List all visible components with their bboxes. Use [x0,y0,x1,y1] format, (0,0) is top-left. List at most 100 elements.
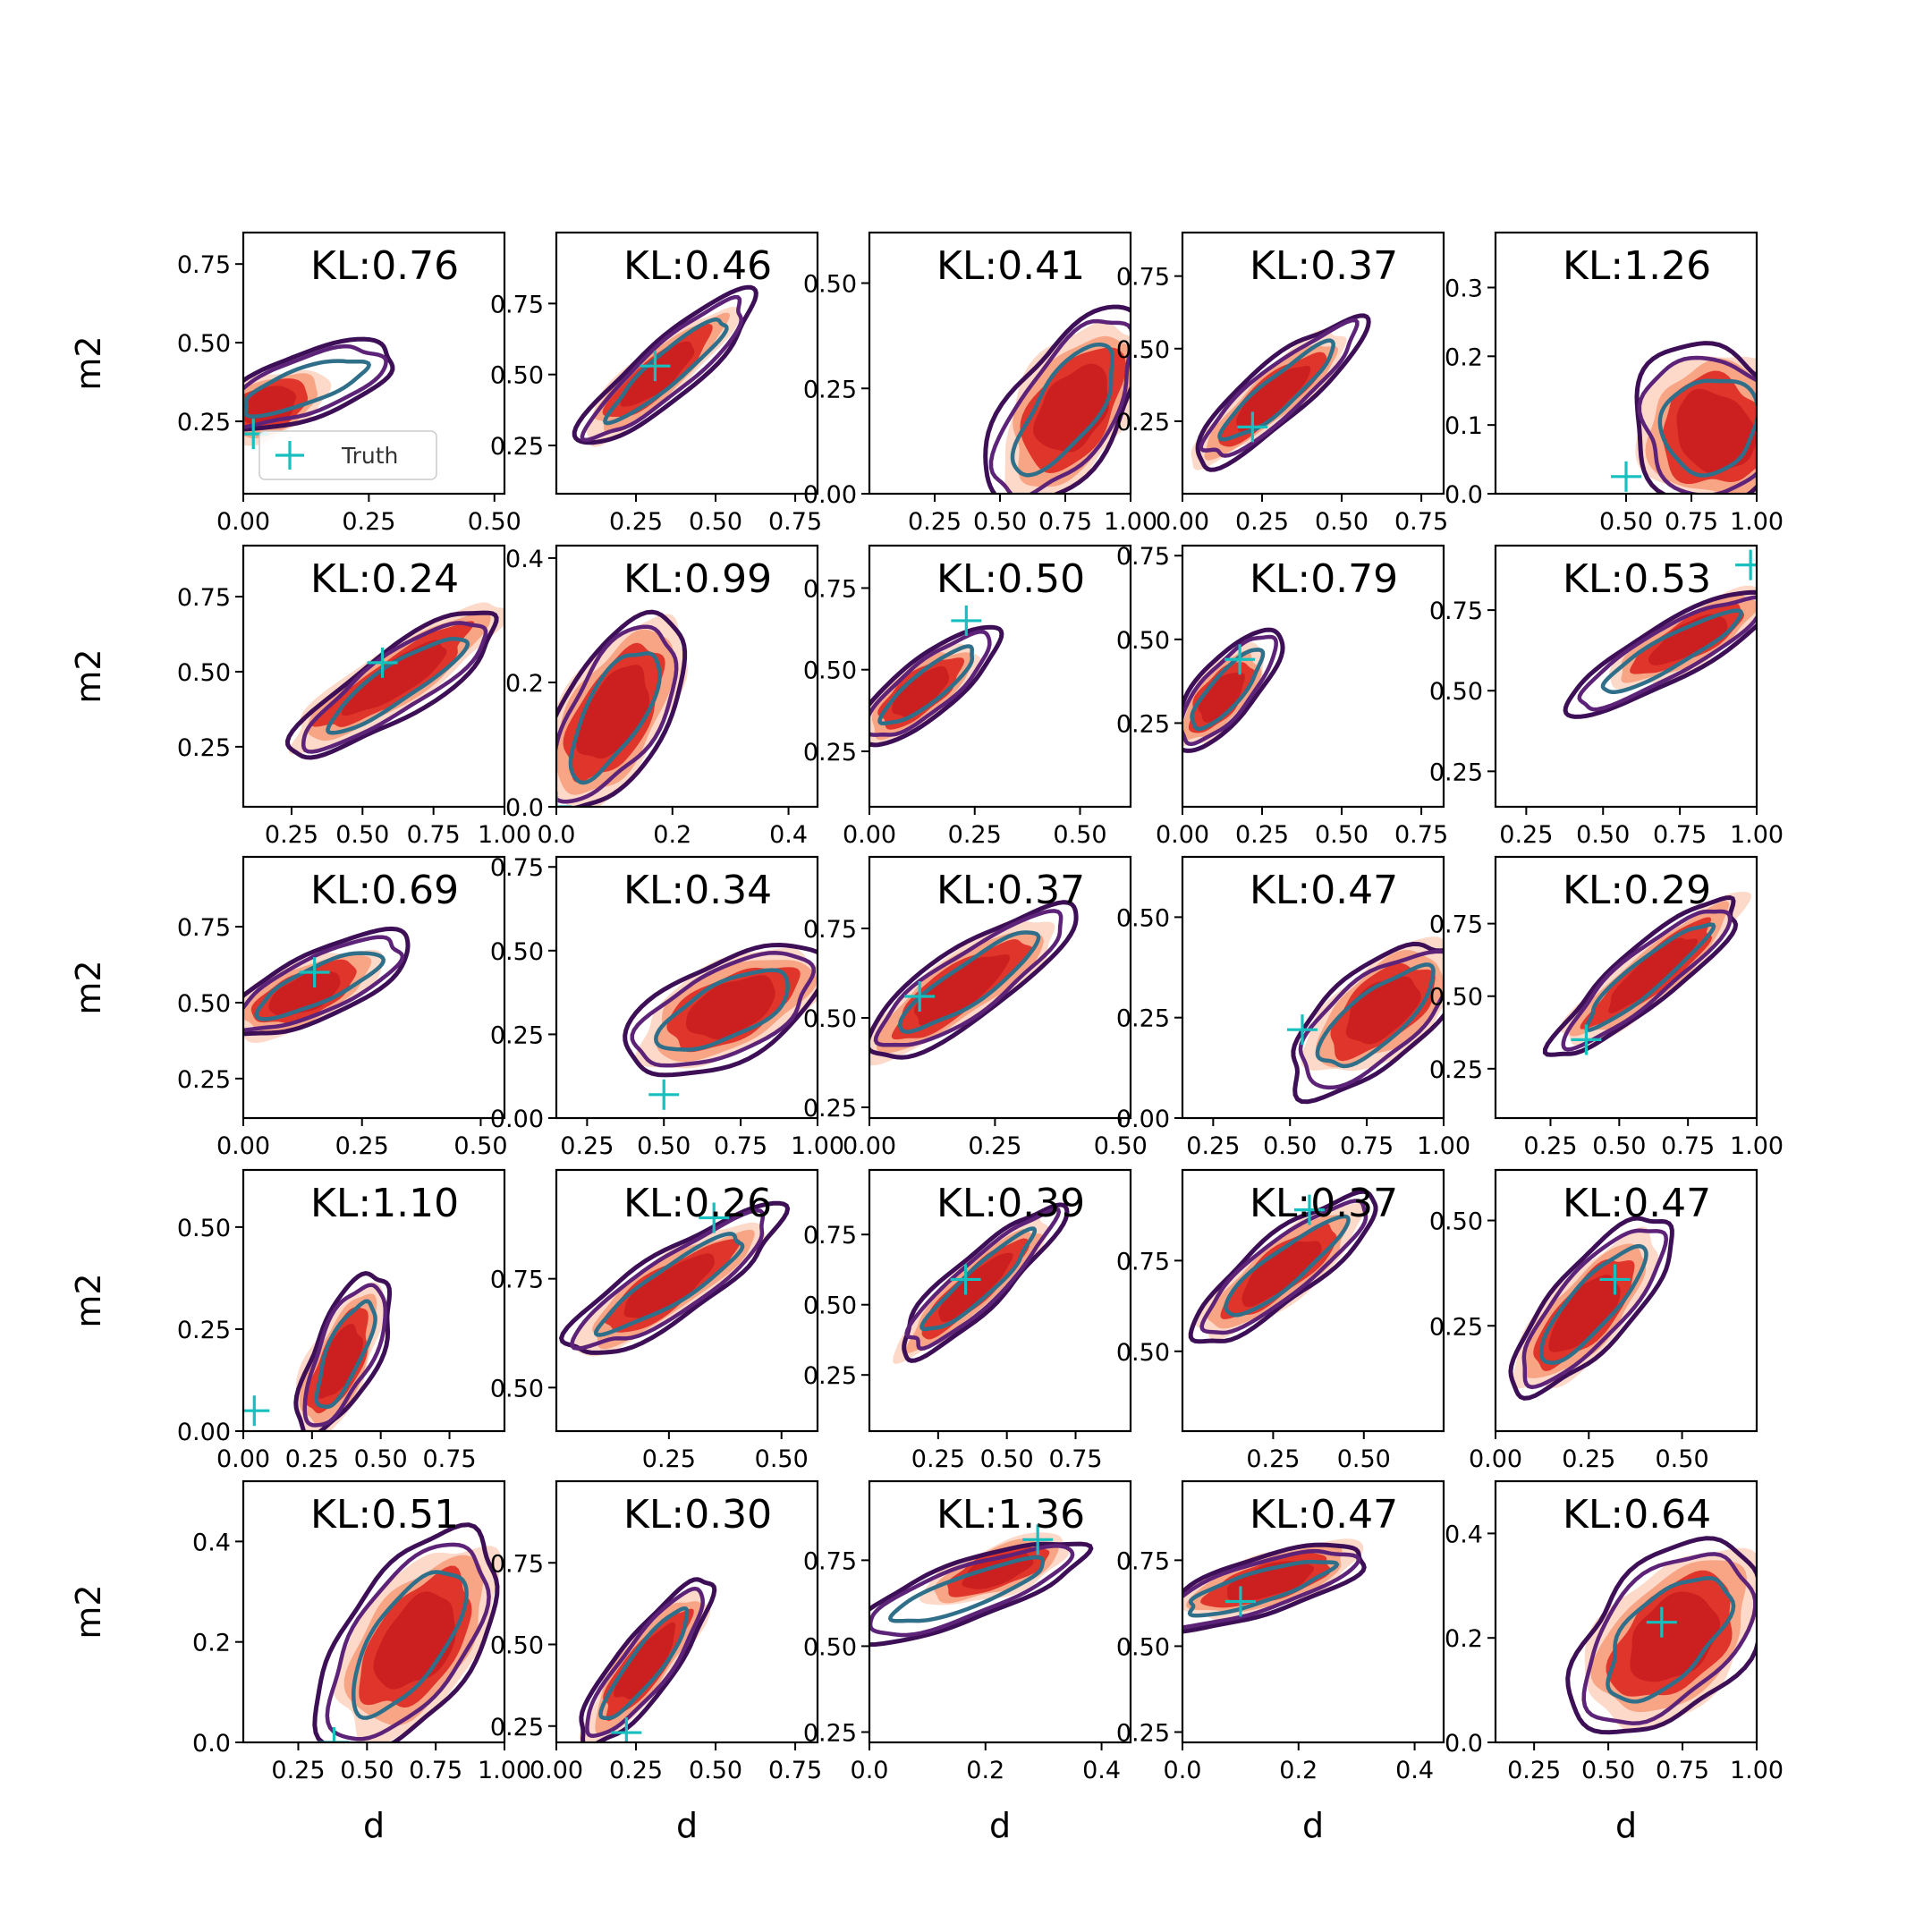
contour-mid [904,1207,1062,1352]
x-tick-label: 0.75 [422,1445,476,1473]
x-tick-label: 0.25 [1499,821,1553,849]
y-tick-label: 0.25 [490,433,544,461]
panel-plot-area [869,605,1004,748]
contour-outer [1182,1542,1367,1634]
contour-inner [254,951,386,1021]
density-fill-core [316,1324,364,1399]
x-tick-label: 0.75 [409,1757,462,1784]
density-fill-core [1676,388,1757,475]
x-tick-label: 0.50 [689,508,742,536]
panel-6: 0.25 0.50 0.75 1.00 0.25 0.50 0.75 KL:0.24 m2 [69,544,531,849]
y-tick-label: 0.50 [1116,336,1170,364]
kl-annotation: KL:0.37 [1250,1181,1398,1226]
panel-frame [1181,231,1445,496]
x-tick-label: 1.00 [1730,508,1784,536]
density-fill-core [1227,1561,1315,1602]
truth-marker [611,1717,642,1742]
x-tick-label: 0.75 [768,1757,822,1784]
y-tick-label: 0.25 [1116,409,1170,436]
x-tick-label: 0.00 [216,1132,270,1160]
truth-marker [1571,1024,1602,1055]
y-tick-label: 0.50 [490,362,544,390]
contour-mid [1637,355,1757,494]
y-tick-label: 0.75 [1429,911,1483,939]
truth-marker [951,605,982,636]
y-tick-label: 0.75 [1429,597,1483,625]
density-fill-core [1548,1275,1621,1352]
x-tick-label: 0.00 [530,1757,583,1784]
kl-annotation: KL:0.47 [1250,1492,1398,1538]
y-tick-label: 0.75 [177,584,231,612]
panel-frame [868,544,1132,809]
y-axis-label: m2 [69,648,108,703]
panel-plot-area [243,926,411,1043]
x-tick-label: 0.25 [265,821,318,849]
panel-plot-area [556,609,689,807]
panel-16: 0.00 0.25 0.50 0.75 0.00 0.25 0.50 KL:1.10 m2 [69,1168,506,1473]
panel-11: 0.00 0.25 0.50 0.25 0.50 0.75 KL:0.69 m2 [69,855,508,1160]
x-tick-label: 0.50 [1656,1445,1709,1473]
density-fill-core [892,665,950,718]
contour-outer [623,942,818,1078]
x-tick-label: 1.00 [1104,508,1157,536]
contour-mid [1298,949,1444,1090]
y-tick-label: 0.75 [490,291,544,318]
x-tick-label: 0.50 [1576,821,1630,849]
x-tick-label: 1.00 [478,821,531,849]
contour-mid [873,909,1063,1047]
x-tick-label: 0.75 [407,821,461,849]
x-tick-label: 0.0 [851,1757,889,1784]
x-axis-label: d [363,1806,385,1845]
contour-mid [869,1544,1075,1638]
contour-mid [1182,634,1278,747]
x-tick-label: 0.50 [755,1445,809,1473]
contour-outer [284,610,499,760]
x-tick-label: 0.00 [216,508,270,536]
y-tick-label: 0.25 [1116,1719,1170,1747]
kl-annotation: KL:1.26 [1563,243,1711,289]
truth-marker [367,647,398,678]
x-tick-label: 0.75 [1661,1132,1715,1160]
y-tick-label: 0.50 [177,990,231,1018]
truth-marker [699,1202,730,1233]
contour-inner [314,1299,377,1410]
contour-mid [243,935,405,1032]
y-tick-label: 0.4 [192,1529,231,1556]
contour-inner [243,359,371,419]
truth-marker [1293,1194,1325,1225]
x-tick-label: 0.2 [653,821,691,849]
x-tick-label: 0.25 [1523,1132,1577,1160]
legend-box [258,430,437,480]
contour-inner [594,1232,745,1337]
x-tick-label: 0.50 [354,1445,408,1473]
x-tick-label: 0.25 [342,508,395,536]
contour-mid [570,1208,766,1351]
x-tick-label: 0.75 [1656,1757,1709,1784]
x-tick-label: 0.2 [1279,1757,1318,1784]
contour-mid [301,621,488,754]
truth-marker [1646,1606,1677,1638]
contour-mid [1182,1548,1361,1630]
panel-17: 0.25 0.50 0.50 0.75 KL:0.26 [490,1168,819,1473]
panel-frame [868,1168,1132,1433]
panel-frame [555,855,819,1120]
truth-marker [1599,1264,1631,1295]
contour-mid [585,1586,705,1738]
y-tick-label: 0.50 [1116,1339,1170,1367]
y-tick-label: 0.50 [490,938,544,966]
y-tick-label: 0.0 [192,1730,231,1758]
y-tick-label: 0.25 [803,1095,857,1123]
contour-inner [598,1606,690,1721]
x-tick-label: 0.50 [335,821,389,849]
y-tick-label: 0.0 [1445,1730,1483,1758]
y-tick-label: 0.75 [1116,1248,1170,1275]
panel-plot-area [1286,936,1444,1105]
panel-plot-area [623,942,818,1110]
panel-frame [868,855,1132,1120]
x-tick-label: 0.00 [843,821,896,849]
contour-inner [1187,1559,1340,1618]
panel-7: 0.0 0.2 0.4 0.0 0.2 0.4 KL:0.99 [505,544,819,849]
panel-frame [242,855,506,1120]
x-tick-label: 0.4 [1082,1757,1121,1784]
density-fill-core [1236,366,1311,432]
